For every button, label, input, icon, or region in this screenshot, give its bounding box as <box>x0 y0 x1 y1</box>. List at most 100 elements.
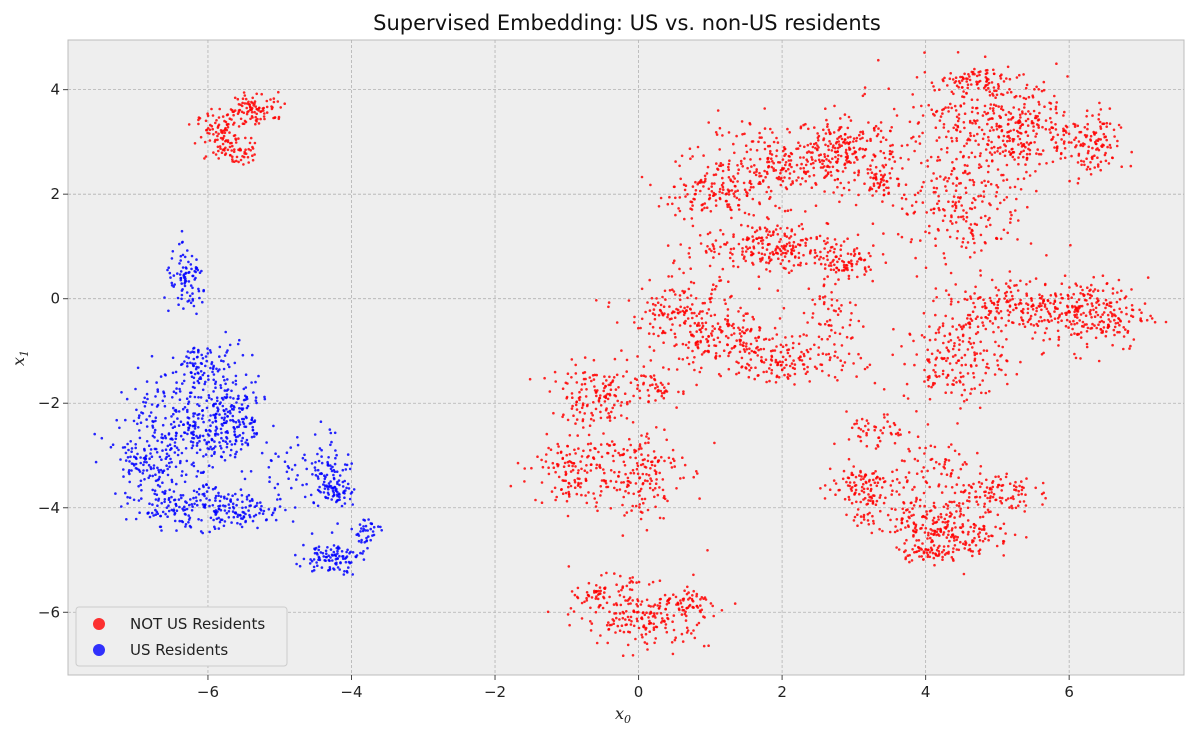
data-point <box>649 359 653 362</box>
data-point <box>890 493 893 496</box>
data-point <box>701 335 705 339</box>
data-point <box>768 144 772 148</box>
data-point <box>590 622 594 625</box>
data-point <box>926 378 930 382</box>
data-point <box>944 521 947 524</box>
data-point <box>739 159 743 163</box>
data-point <box>595 595 598 598</box>
data-point <box>660 394 664 398</box>
data-point <box>224 330 227 334</box>
data-point <box>819 487 822 490</box>
data-point <box>1056 133 1060 137</box>
data-point <box>918 504 922 508</box>
data-point <box>733 195 736 198</box>
data-point <box>239 117 243 121</box>
data-point <box>621 453 625 457</box>
data-point <box>905 382 909 386</box>
data-point <box>1067 132 1071 136</box>
data-point <box>249 149 252 152</box>
data-point <box>232 123 235 126</box>
data-point <box>1008 77 1012 81</box>
data-point <box>966 519 970 522</box>
data-point <box>959 215 963 219</box>
data-point <box>797 251 801 255</box>
data-point <box>1095 139 1098 142</box>
data-point <box>212 133 215 136</box>
data-point <box>970 110 974 114</box>
data-point <box>943 256 946 260</box>
data-point <box>176 417 179 420</box>
data-point <box>856 513 859 516</box>
data-point <box>710 185 713 188</box>
data-point <box>1085 323 1088 326</box>
data-point <box>920 185 924 189</box>
data-point <box>958 196 962 200</box>
data-point <box>902 193 906 197</box>
data-point <box>790 251 793 254</box>
data-point <box>667 601 671 605</box>
data-point <box>992 68 995 72</box>
data-point <box>201 414 205 417</box>
data-point <box>778 248 782 251</box>
data-point <box>631 576 634 579</box>
data-point <box>984 214 987 218</box>
data-point <box>991 485 995 489</box>
data-point <box>186 402 190 406</box>
data-point <box>833 150 837 154</box>
data-point <box>951 182 955 185</box>
data-point <box>947 552 950 555</box>
data-point <box>720 609 724 612</box>
data-point <box>670 275 674 278</box>
data-point <box>637 490 640 494</box>
data-point <box>263 117 266 121</box>
data-point <box>1032 109 1036 113</box>
data-point <box>1105 125 1108 128</box>
data-point <box>1063 274 1067 278</box>
data-point <box>226 139 230 142</box>
data-point <box>868 478 871 482</box>
data-point <box>829 264 833 267</box>
data-point <box>845 513 848 517</box>
data-point <box>994 498 998 502</box>
data-point <box>608 416 612 419</box>
data-point <box>869 186 872 189</box>
data-point <box>1104 159 1108 163</box>
data-point <box>828 249 832 253</box>
data-point <box>822 138 825 142</box>
data-point <box>915 472 919 476</box>
data-point <box>841 326 845 329</box>
data-point <box>220 447 223 450</box>
data-point <box>186 408 189 412</box>
data-point <box>197 417 200 420</box>
data-point <box>144 401 148 404</box>
data-point <box>178 398 182 402</box>
data-point <box>646 459 650 463</box>
data-point <box>1001 150 1005 153</box>
data-point <box>1000 329 1003 333</box>
data-point <box>1055 307 1058 310</box>
data-point <box>1048 128 1051 131</box>
data-point <box>933 529 936 533</box>
data-point <box>1102 320 1105 324</box>
data-point <box>540 458 543 462</box>
data-point <box>876 445 880 448</box>
data-point <box>621 610 625 614</box>
data-point <box>206 112 209 115</box>
data-point <box>944 391 947 395</box>
data-point <box>931 383 935 387</box>
data-point <box>188 294 192 298</box>
data-point <box>1037 118 1041 121</box>
data-point <box>929 155 933 159</box>
data-point <box>176 272 179 275</box>
data-point <box>625 610 628 613</box>
data-point <box>837 154 840 157</box>
data-point <box>884 138 888 142</box>
data-point <box>976 132 979 136</box>
data-point <box>790 248 793 251</box>
data-point <box>879 149 882 153</box>
data-point <box>823 176 826 179</box>
data-point <box>945 473 949 477</box>
data-point <box>988 499 992 503</box>
data-point <box>599 394 602 397</box>
data-point <box>821 352 825 356</box>
